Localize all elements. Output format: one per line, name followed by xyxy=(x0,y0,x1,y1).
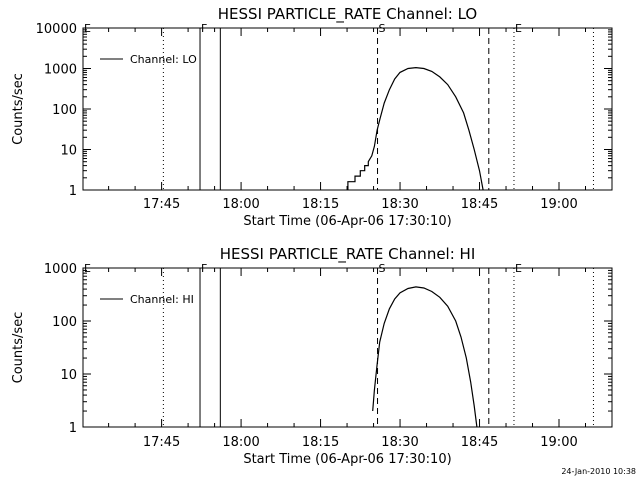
chart-panel-2: HESSI PARTICLE_RATE Channel: HI Start Tim… xyxy=(11,245,613,467)
marker-label: E xyxy=(515,22,522,35)
footer-timestamp: 24-Jan-2010 10:38 xyxy=(561,467,636,476)
x-axis-label: Start Time (06-Apr-06 17:30:10) xyxy=(243,452,451,467)
x-tick-label: 17:45 xyxy=(143,435,180,450)
y-tick-label: 1 xyxy=(69,184,77,199)
x-tick-label: 18:15 xyxy=(302,197,339,212)
y-tick-label: 1 xyxy=(69,421,77,436)
marker-label: F xyxy=(201,22,207,35)
chart-title: HESSI PARTICLE_RATE Channel: LO xyxy=(218,5,477,24)
x-tick-label: 18:00 xyxy=(222,197,259,212)
x-tick-label: 18:45 xyxy=(461,197,498,212)
chart-title: HESSI PARTICLE_RATE Channel: HI xyxy=(220,245,476,264)
series-line xyxy=(347,66,484,191)
x-tick-label: 18:00 xyxy=(222,435,259,450)
y-tick-label: 10000 xyxy=(36,22,77,37)
marker-label: S xyxy=(379,22,386,35)
legend: Channel: HI xyxy=(100,293,194,306)
marker-label: F xyxy=(201,262,207,275)
y-tick-label: 1000 xyxy=(44,63,77,78)
legend-label: Channel: LO xyxy=(130,53,197,66)
legend: Channel: LO xyxy=(100,53,197,66)
y-tick-label: 100 xyxy=(52,315,77,330)
y-tick-label: 10 xyxy=(60,144,77,159)
y-tick-label: 10 xyxy=(60,368,77,383)
y-axis-label: Counts/sec xyxy=(11,312,26,384)
chart-panel-1: HESSI PARTICLE_RATE Channel: LO Start Tim… xyxy=(11,5,613,229)
x-tick-label: 19:00 xyxy=(540,197,577,212)
marker-label: E xyxy=(84,22,91,35)
y-tick-label: 1000 xyxy=(44,262,77,277)
y-tick-label: 100 xyxy=(52,103,77,118)
x-tick-label: 18:30 xyxy=(381,197,418,212)
x-tick-label: 18:45 xyxy=(461,435,498,450)
series-line xyxy=(372,286,478,428)
x-axis-label: Start Time (06-Apr-06 17:30:10) xyxy=(243,214,451,229)
marker-label: S xyxy=(379,262,386,275)
plot-frame xyxy=(82,267,613,428)
x-tick-label: 19:00 xyxy=(540,435,577,450)
y-axis-label: Counts/sec xyxy=(11,73,26,145)
x-tick-label: 17:45 xyxy=(143,197,180,212)
x-tick-label: 18:30 xyxy=(381,435,418,450)
legend-label: Channel: HI xyxy=(130,293,194,306)
marker-label: E xyxy=(515,262,522,275)
x-tick-label: 18:15 xyxy=(302,435,339,450)
marker-label: E xyxy=(84,262,91,275)
